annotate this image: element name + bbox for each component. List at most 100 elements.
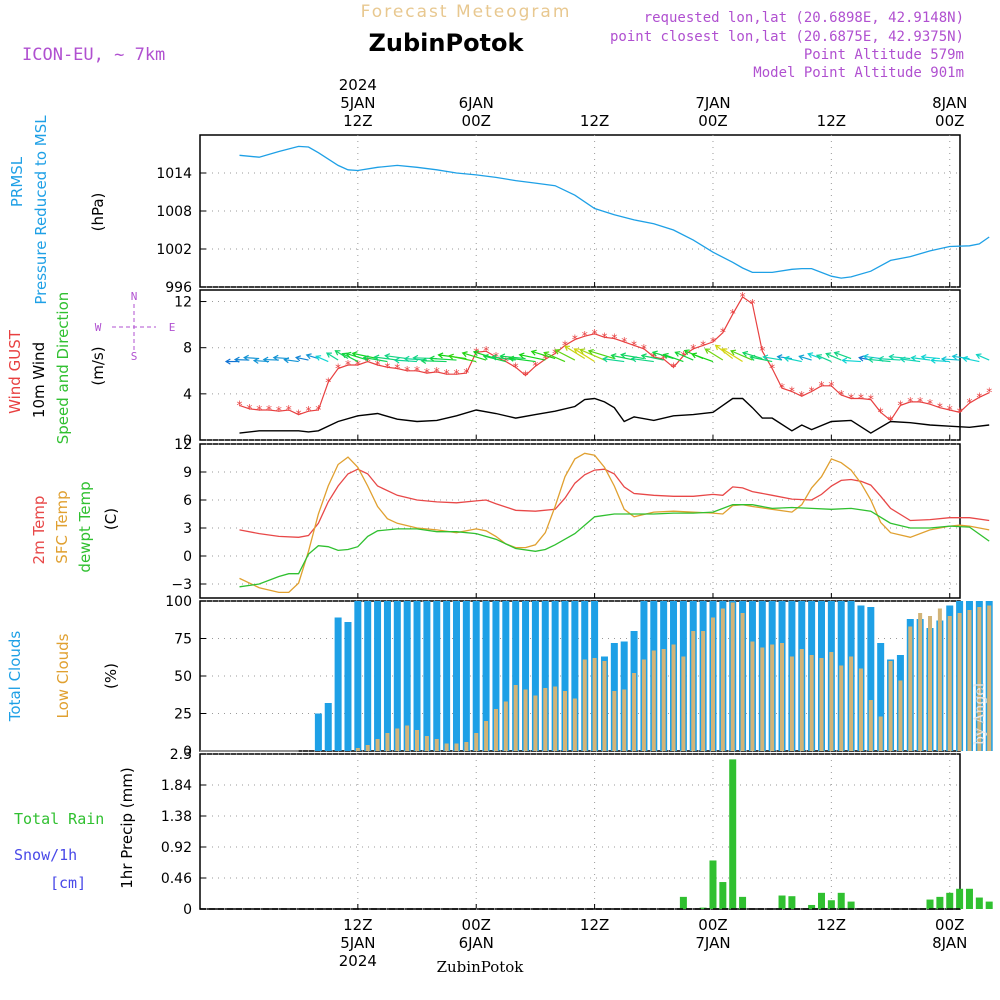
gust-marker: * xyxy=(463,366,469,380)
gust-marker: * xyxy=(651,350,657,364)
wind-vector xyxy=(294,355,309,362)
wind-vector-shaft xyxy=(641,354,664,361)
wind-vector xyxy=(601,356,625,363)
gust-marker: * xyxy=(365,355,371,369)
panel-frame xyxy=(199,443,961,599)
top-time-label: 12Z xyxy=(580,112,609,130)
gust-line xyxy=(239,296,990,422)
wind-vector-head xyxy=(530,349,537,356)
compass-e: E xyxy=(169,321,176,334)
wind-vector-shaft xyxy=(509,357,536,363)
total-cloud-bar xyxy=(492,601,500,751)
gust-marker: * xyxy=(414,364,420,378)
compass-n: N xyxy=(131,290,138,303)
low-cloud-bar xyxy=(868,700,873,751)
gust-marker: * xyxy=(907,395,913,409)
gust-marker: * xyxy=(809,385,815,399)
low-cloud-bar xyxy=(385,733,390,751)
y-tick-label: 0 xyxy=(183,902,192,918)
wind-vector-head xyxy=(252,357,259,364)
wind-vector-head xyxy=(862,353,869,360)
gust-marker: * xyxy=(986,386,992,400)
low-cloud-bar xyxy=(523,689,528,751)
wind-vector xyxy=(362,355,388,363)
rain-bar xyxy=(837,892,845,909)
panel-label-10m-wind: 10m Wind xyxy=(30,342,48,418)
wind-vector-shaft xyxy=(826,353,842,361)
panel-frame xyxy=(199,289,961,441)
gust-marker: * xyxy=(937,401,943,415)
low-cloud-bar xyxy=(898,680,903,751)
wind-vector xyxy=(920,354,940,361)
wind-vector-shaft xyxy=(799,355,812,361)
low-cloud-bar xyxy=(819,658,824,751)
low-cloud-bar xyxy=(543,688,548,751)
wind-vector-shaft xyxy=(519,354,546,361)
wind-vector-shaft xyxy=(763,356,783,361)
y-tick-label: 1008 xyxy=(156,204,192,220)
low-cloud-bar xyxy=(355,748,360,751)
low-cloud-bar xyxy=(720,608,725,751)
wind-vector-head xyxy=(690,352,698,359)
gust-marker: * xyxy=(572,333,578,347)
wind-vector-head xyxy=(334,350,341,356)
y-tick-label: 1.38 xyxy=(161,809,192,825)
gust-marker: * xyxy=(661,352,667,366)
wind-vector xyxy=(640,353,664,361)
rain-bar xyxy=(778,895,786,909)
wind-vector-head xyxy=(283,357,290,364)
total-cloud-bar xyxy=(561,601,569,751)
y-tick-label: 3 xyxy=(183,521,192,537)
y-tick-label: 0.46 xyxy=(161,871,192,887)
wind-vector-shaft xyxy=(730,350,753,361)
low-cloud-bar xyxy=(918,613,923,751)
wind-vector-head xyxy=(601,356,608,363)
low-cloud-bar xyxy=(701,631,706,751)
panel-label-sfc-temp: SFC Temp xyxy=(53,490,71,563)
gust-marker: * xyxy=(641,342,647,356)
wind-vector-head xyxy=(224,358,231,365)
closest-coords: point closest lon,lat (20.6875E, 42.9375… xyxy=(610,29,964,45)
wind-vector-head xyxy=(428,355,435,362)
wind-vector-head xyxy=(262,356,269,363)
wind-vector-head xyxy=(243,354,249,361)
wind-vector-shaft xyxy=(394,359,418,363)
wind-vector-shaft xyxy=(385,355,408,360)
gust-marker: * xyxy=(306,404,312,418)
low-cloud-bar xyxy=(947,616,952,751)
rain-bar xyxy=(699,907,707,909)
gust-marker: * xyxy=(828,379,834,393)
wind-vector-head xyxy=(620,352,627,359)
wind-vector-head xyxy=(482,353,489,360)
wind-vector-shaft xyxy=(889,355,911,360)
wind-vector xyxy=(721,348,743,363)
gust-marker: * xyxy=(927,397,933,411)
gust-marker: * xyxy=(236,398,242,412)
wind-vector-head xyxy=(554,349,561,355)
requested-coords: requested lon,lat (20.6898E, 42.9148N) xyxy=(644,10,964,26)
gust-marker: * xyxy=(266,403,272,417)
wind-vector-head xyxy=(961,355,968,362)
wind-vector-head xyxy=(579,348,586,355)
low-cloud-bar xyxy=(484,721,489,751)
wind-vector-head xyxy=(815,354,822,360)
rain-bar xyxy=(965,888,973,909)
gust-marker: * xyxy=(947,403,953,417)
footer-station: ZubinPotok xyxy=(437,958,525,976)
total-cloud-bar xyxy=(571,601,579,751)
wind-vector-shaft xyxy=(603,358,625,363)
gust-marker: * xyxy=(720,326,726,340)
gust-marker: * xyxy=(858,391,864,405)
top-time-label: 12Z xyxy=(817,112,846,130)
wind-vector-shaft xyxy=(588,350,615,360)
pressure-unit: (hPa) xyxy=(89,193,107,232)
rain-bar xyxy=(827,900,835,909)
wind-vector xyxy=(899,356,921,363)
wind-vector xyxy=(610,353,635,361)
wind-vector xyxy=(437,352,467,360)
gust-marker: * xyxy=(562,338,568,352)
y-tick-label: 1002 xyxy=(156,242,192,258)
rain-bar xyxy=(808,904,816,909)
